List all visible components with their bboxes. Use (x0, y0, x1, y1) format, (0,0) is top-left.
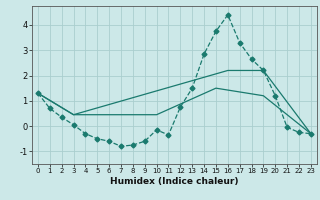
X-axis label: Humidex (Indice chaleur): Humidex (Indice chaleur) (110, 177, 239, 186)
